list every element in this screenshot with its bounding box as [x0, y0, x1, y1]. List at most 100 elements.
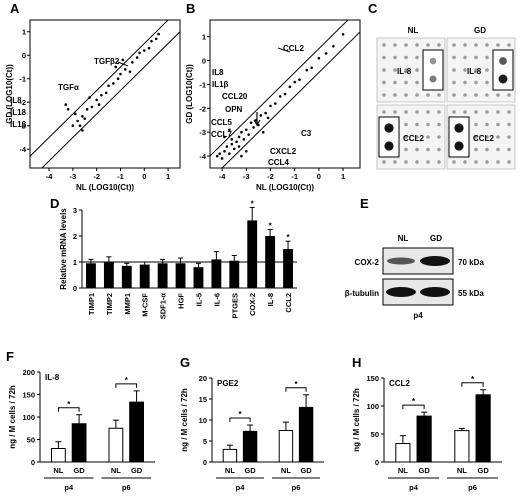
- y-tick-label: 3: [73, 206, 77, 215]
- panel-c-label: C: [368, 1, 378, 16]
- x-tick-label: -1: [117, 172, 124, 181]
- array-spot: [452, 110, 456, 114]
- y-axis-label: ng / M cells / 72h: [180, 388, 189, 452]
- spot-label: IL-8: [397, 67, 412, 76]
- scatter-point: [107, 84, 110, 88]
- scatter-point: [223, 135, 226, 139]
- category-label: NL: [111, 466, 121, 475]
- array-spot: [426, 93, 430, 97]
- band: [386, 287, 416, 297]
- scatter-point: [88, 96, 91, 99]
- scatter-point: [121, 58, 125, 62]
- scatter-point: [283, 92, 287, 96]
- lane-label: NL: [398, 234, 409, 243]
- significance-star: *: [251, 199, 255, 208]
- array-spot: [437, 110, 441, 114]
- panel-c: C NL GD IL-8 IL-8 CCL2 CCL2: [368, 1, 516, 170]
- category-label: NL: [398, 466, 408, 475]
- annotation-label: CCL20: [222, 92, 248, 101]
- bar-gd: [475, 394, 491, 463]
- scatter-point: [128, 70, 132, 73]
- array-spot: [393, 80, 397, 85]
- array-spot: [437, 43, 441, 47]
- category-label: SDF1-α: [159, 293, 168, 320]
- panel-d-label: D: [50, 196, 59, 211]
- array-spot: [485, 160, 489, 164]
- significance-star: *: [294, 380, 298, 389]
- passage-label: p4: [413, 311, 423, 320]
- array-spot: [507, 93, 511, 97]
- annotation-label: TGFα: [58, 83, 79, 92]
- array-spot: [393, 160, 397, 164]
- scatter-point: [230, 142, 234, 146]
- bar-nl: [278, 430, 294, 463]
- y-tick-label: 0: [375, 458, 379, 467]
- highlight-spot: [429, 57, 437, 65]
- scatter-point: [85, 107, 89, 111]
- condition-label: GD: [474, 26, 486, 35]
- scatter-point: [116, 77, 120, 81]
- group-label: p6: [122, 483, 131, 492]
- bar-nl: [454, 430, 470, 463]
- y-tick-label: 0: [73, 284, 77, 293]
- y-tick-label: 0: [202, 57, 206, 66]
- y-tick-label: 1: [202, 33, 206, 42]
- panel-e: E NL GD COX-2 β-tubulin 70 kDa 55 kDa p4: [345, 196, 485, 320]
- pointer-line: [277, 47, 291, 53]
- scatter-point: [95, 98, 98, 102]
- array-spot: [404, 55, 408, 60]
- array-spot: [485, 135, 489, 139]
- array-spot: [404, 110, 408, 114]
- array-spot: [485, 55, 489, 60]
- array-spot: [382, 160, 386, 164]
- scatter-point: [104, 91, 108, 95]
- y-tick-label: 0: [203, 458, 207, 467]
- y-tick-label: 150: [22, 391, 35, 400]
- scatter-point: [237, 135, 241, 139]
- reference-line-2: [41, 31, 180, 168]
- array-spot: [507, 160, 511, 164]
- bar-gd: [242, 430, 258, 463]
- annotation-label: TGFβ2: [94, 57, 120, 66]
- row-label: β-tubulin: [345, 289, 379, 298]
- scatter-point: [225, 145, 229, 148]
- y-tick-label: 1: [73, 258, 77, 267]
- y-tick-label: 0: [31, 458, 35, 467]
- scatter-point: [100, 93, 103, 97]
- significance-bracket: [229, 417, 251, 423]
- annotation-label: CCL5: [211, 118, 232, 127]
- annotation-label: IL8: [212, 68, 224, 77]
- category-label: IL-5: [194, 293, 203, 306]
- annotation-label: IL1β: [10, 120, 27, 129]
- array-spot: [507, 110, 511, 114]
- scatter-point: [244, 149, 248, 153]
- array-spot: [393, 110, 397, 114]
- scatter-point: [90, 105, 94, 109]
- array-spot: [415, 55, 419, 60]
- array-spot: [437, 147, 441, 152]
- highlight-spot: [454, 141, 464, 151]
- scatter-point: [81, 115, 84, 118]
- y-tick-label: 150: [366, 374, 379, 383]
- array-spot: [426, 160, 430, 164]
- category-label: TIMP1: [87, 293, 96, 315]
- scatter-point: [114, 65, 118, 69]
- array-spot: [426, 135, 430, 139]
- category-label: GD: [244, 466, 256, 475]
- array-spot: [474, 110, 478, 114]
- category-label: PTGES: [230, 293, 239, 318]
- panel-a-label: A: [10, 1, 20, 16]
- significance-star: *: [412, 397, 416, 406]
- scatter-point: [244, 128, 248, 132]
- array-spot: [474, 43, 478, 47]
- x-tick-label: -4: [46, 172, 53, 181]
- group-label: p4: [236, 483, 246, 492]
- array-spot: [382, 110, 386, 114]
- scatter-point: [150, 39, 153, 43]
- panel-e-label: E: [360, 196, 369, 211]
- array-spot: [485, 93, 489, 97]
- scatter-point: [131, 60, 134, 64]
- condition-label: NL: [408, 26, 419, 35]
- category-label: GD: [418, 466, 430, 475]
- array-spot: [404, 80, 408, 85]
